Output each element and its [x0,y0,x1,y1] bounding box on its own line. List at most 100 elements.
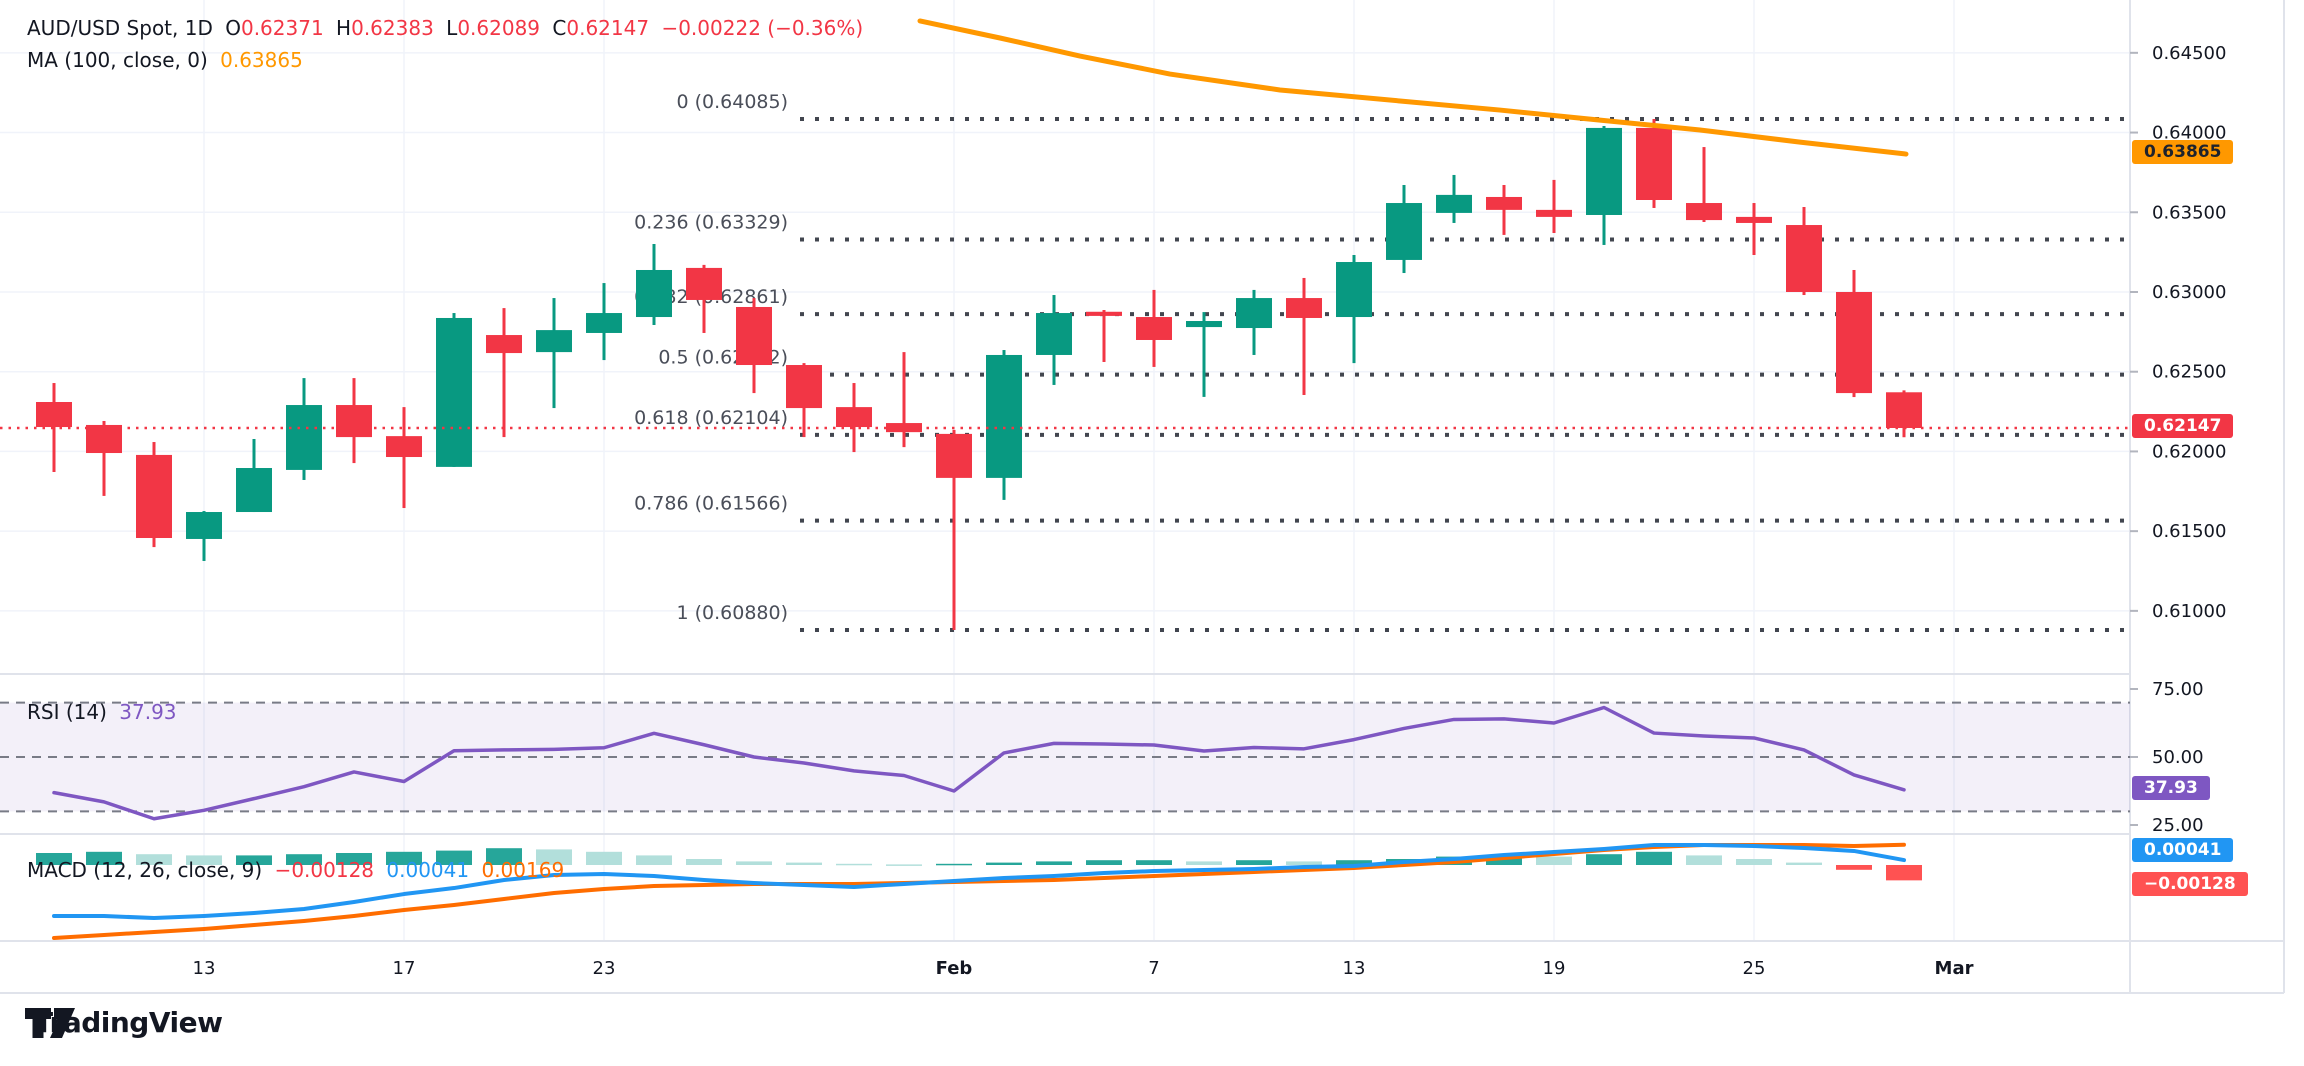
open-label: O [225,16,241,40]
rsi-pane [0,701,2130,821]
macd-histogram-bar [236,855,272,865]
candle-body [1036,313,1072,355]
price-axis[interactable]: 0.64500 0.64000 0.63500 0.63000 0.62500 0.620… [2130,43,2226,836]
macd-histogram-bar [436,850,472,865]
candle-body [786,365,822,409]
fib-level-label: 0.618 (0.62104) [634,407,788,429]
time-axis[interactable]: 13 17 23 Feb 7 13 19 25 Mar [193,958,1974,979]
close-value: 0.62147 [566,16,650,40]
macd-histogram-bar [1636,851,1672,865]
candle-body [1836,291,1872,394]
rsi-tick-label: 50.00 [2152,747,2204,768]
macd-histogram-bar [1786,862,1822,865]
macd-hist-badge: −0.00128 [2132,872,2248,897]
change-value: −0.00222 (−0.36%) [661,16,864,40]
candle-body [1686,203,1722,221]
symbol-legend: AUD/USD Spot, 1D O0.62371 H0.62383 L0.62… [27,16,869,40]
macd-histogram-bar [1086,860,1122,865]
rsi-tick-label: 75.00 [2152,679,2204,700]
macd-histogram-bar [986,862,1022,865]
macd-histogram-bar [136,854,172,865]
macd-histogram-bar [1486,855,1522,865]
low-value: 0.62089 [457,16,541,40]
candle-body [886,423,922,433]
time-tick-label: 25 [1743,958,1766,979]
macd-histogram-bar [1686,855,1722,865]
candle-body [86,424,122,454]
candle-body [936,433,972,478]
candle-wick [1502,185,1506,235]
time-tick-label: Mar [1935,958,1974,979]
time-tick-label: 23 [593,958,616,979]
macd-value-badge: 0.00041 [2132,838,2234,863]
macd-histogram-bar [1886,865,1922,881]
macd-histogram-bar [936,863,972,866]
price-tick-label: 0.64000 [2152,123,2226,144]
ma-label: MA (100, close, 0) [27,48,208,72]
candle-body [1086,311,1122,316]
price-tick-label: 0.62000 [2152,441,2226,462]
macd-histogram-bar [86,851,122,865]
macd-histogram-bar [536,849,572,865]
macd-histogram-bar [886,864,922,866]
candle-wick [952,429,956,631]
macd-histogram-bar [1536,856,1572,865]
macd-histogram-bar [1136,860,1172,865]
candle-wick [1702,147,1706,222]
price-tick-label: 0.61500 [2152,521,2226,542]
candle-wick [502,308,506,438]
fib-level-label: 0.786 (0.61566) [634,493,788,515]
candle-wick [902,352,906,448]
tradingview-logo-icon [25,1008,75,1038]
time-tick-label: 17 [393,958,416,979]
last-price-badge: 0.62147 [2132,413,2234,438]
candle-body [836,407,872,428]
candle-body [536,330,572,353]
macd-hist-value: −0.00128 [274,858,375,882]
macd-histogram-bar [586,851,622,865]
fib-retracement[interactable]: 0 (0.64085)0.236 (0.63329)0.382 (0.62861… [634,91,2130,633]
macd-histogram-bar [1236,860,1272,865]
candle-body [1386,203,1422,260]
macd-histogram-bar [736,861,772,865]
candle-body [736,306,772,366]
time-tick-label: Feb [936,958,973,979]
macd-histogram-bar [1286,861,1322,865]
candles-layer [36,119,1922,631]
time-tick-label: 13 [1343,958,1366,979]
candle-body [636,269,672,318]
rsi-value: 37.93 [119,700,177,724]
symbol-title: AUD/USD Spot, 1D [27,16,213,40]
candle-wick [1752,203,1756,256]
macd-line [52,842,1906,921]
macd-histogram-bar [1736,859,1772,865]
candle-body [286,405,322,470]
rsi-line [52,705,1906,821]
candle-body [1786,225,1822,292]
macd-histogram-bar [286,854,322,865]
candle-body [586,313,622,333]
candle-body [1336,262,1372,318]
rsi-legend: RSI (14) 37.93 [27,700,183,724]
candle-body [336,405,372,438]
candle-wick [1102,310,1106,362]
price-tick-label: 0.64500 [2152,43,2226,64]
fib-level-label: 0 (0.64085) [676,91,788,113]
macd-histogram-bar [1836,865,1872,870]
candle-body [386,436,422,458]
candle-body [436,317,472,467]
fib-level-label: 1 (0.60880) [676,602,788,624]
ma-price-badge: 0.63865 [2132,140,2234,165]
candle-body [1886,392,1922,428]
time-tick-label: 7 [1148,958,1159,979]
candle-body [1636,127,1672,200]
tradingview-logo[interactable]: TradingView [24,1006,223,1039]
candle-body [1286,298,1322,318]
macd-histogram-bar [1586,854,1622,865]
fib-level-label: 0.236 (0.63329) [634,212,788,234]
candle-body [186,512,222,539]
macd-histogram-bar [1336,860,1372,865]
macd-signal-value: 0.00169 [481,858,565,882]
time-tick-label: 19 [1543,958,1566,979]
